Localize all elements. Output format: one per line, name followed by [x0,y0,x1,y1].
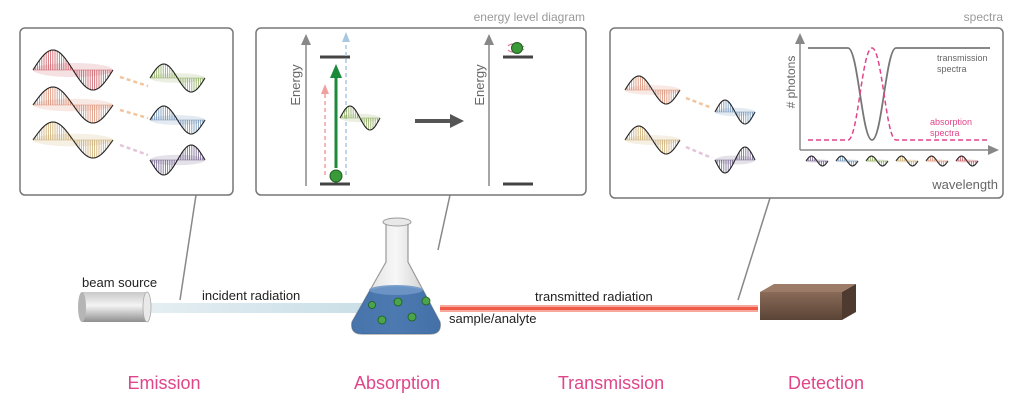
emission-panel [19,27,234,196]
yellow-wave [32,121,114,159]
detector [760,284,856,320]
incident-radiation-label: incident radiation [202,288,300,303]
orange-wave [32,86,114,124]
mini-wave [925,155,949,167]
connector-emission [179,194,197,301]
absorption-label-line1: absorption [930,117,972,127]
wavelength-wave-strip [805,155,979,167]
wave-link [119,143,149,157]
stage-absorption: Absorption [354,373,440,393]
stage-emission: Emission [127,373,200,393]
absorption-curve [808,47,990,141]
molecule-ground [329,169,343,183]
wave-link [685,96,713,110]
transition-arrow-icon [450,114,464,128]
connector-absorption [437,194,451,251]
red-wave [32,49,114,91]
molecule [407,312,417,322]
blue-photon-arrow-icon [342,32,350,42]
green-wave [149,63,206,93]
spectra-panel: spectra # photons wavelength transmissio… [609,10,1004,199]
spectra-wave-set [624,75,756,174]
spectra-y-axis-arrow-icon [795,33,805,44]
emission-panel-frame [19,27,234,196]
wave-link [119,108,149,120]
energy-panel-title: energy level diagram [474,10,585,24]
wave-link [119,75,149,88]
blue-wave [149,105,206,135]
sample-flask [351,217,441,335]
molecule [393,297,403,307]
sample-liquid [351,286,441,334]
red-photon-arrow-icon [321,84,329,94]
spectra-y-label: # photons [784,56,798,109]
flask-mouth [382,217,412,227]
energy-axis-left-arrow-icon [301,34,311,45]
beam-source-label: beam source [82,275,157,290]
transmission-curve [808,47,990,141]
molecule [377,315,387,325]
spectra-panel-title: spectra [964,10,1004,24]
purple-wave [149,144,206,176]
stage-transmission: Transmission [558,373,664,393]
energy-level-panel: energy level diagram Energy Energy [255,10,587,196]
wave-link [685,145,713,160]
transmitted-radiation-label: transmitted radiation [535,289,653,304]
transmission-label-line2: spectra [937,64,967,74]
mini-wave [895,155,919,167]
connector-detection [737,197,771,301]
absorption-label-line2: spectra [930,128,960,138]
panel-connectors [179,194,771,301]
orange-wave [624,75,681,105]
apparatus: beam source incident radiation transmitt… [78,217,856,335]
spectra-x-axis-arrow-icon [988,145,999,155]
spectra-x-label: wavelength [931,177,998,192]
stage-detection: Detection [788,373,864,393]
incident-beam [150,303,390,313]
green-photon-wave [339,105,381,131]
green-absorption-arrow-icon [330,64,342,78]
purple-wave [714,146,756,174]
emission-waves [32,49,206,176]
energy-axis-right-arrow-icon [484,34,494,45]
mini-wave [835,155,859,167]
molecule-excited [511,42,523,54]
beam-source [82,292,147,322]
energy-panel-frame [255,27,587,196]
yellow-wave [624,125,681,155]
green-photon [339,105,381,131]
sample-analyte-label: sample/analyte [449,311,536,326]
transmitted-beam [440,307,758,310]
energy-axis-left-label: Energy [288,64,303,106]
molecule [368,301,376,309]
molecule [421,296,431,306]
energy-axis-right-label: Energy [472,64,487,106]
stage-labels: Emission Absorption Transmission Detecti… [127,373,864,393]
mini-wave [865,155,889,167]
blue-wave [714,99,756,125]
transmission-label-line1: transmission [937,53,988,63]
mini-wave [805,155,829,167]
mini-wave [955,155,979,167]
